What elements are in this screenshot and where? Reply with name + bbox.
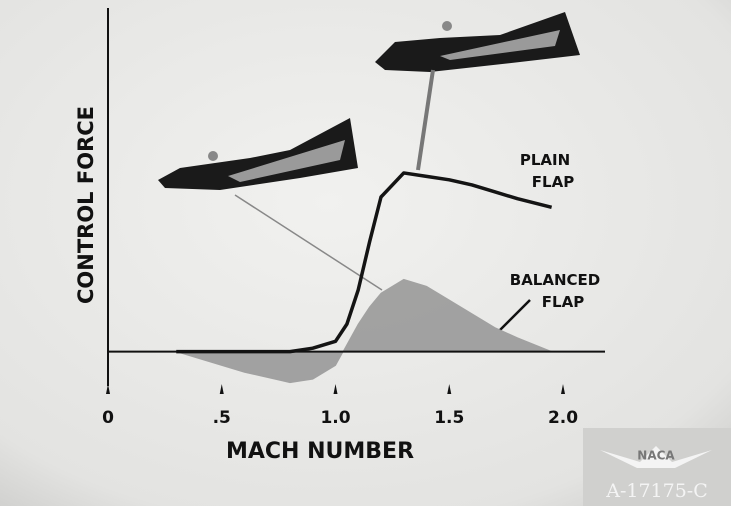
x-tick-label: 0	[102, 408, 114, 428]
x-tick-label: 2.0	[548, 408, 578, 428]
y-axis-label: CONTROL FORCE	[74, 106, 98, 304]
chart: CONTROL FORCE MACH NUMBER NACA A-17175-C…	[0, 0, 731, 506]
x-tick-label: 1.0	[320, 408, 350, 428]
photo-id: A-17175-C	[605, 480, 708, 502]
x-tick-label: .5	[213, 408, 231, 428]
badge-text: NACA	[637, 449, 675, 463]
badge: NACA A-17175-C	[583, 428, 731, 506]
x-tick-label: 1.5	[434, 408, 464, 428]
x-axis-label: MACH NUMBER	[226, 439, 414, 464]
